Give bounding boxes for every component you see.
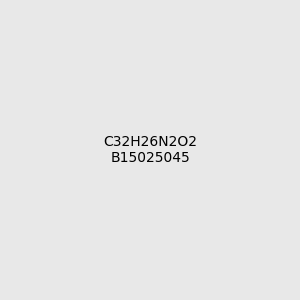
Text: C32H26N2O2
B15025045: C32H26N2O2 B15025045 bbox=[103, 135, 197, 165]
